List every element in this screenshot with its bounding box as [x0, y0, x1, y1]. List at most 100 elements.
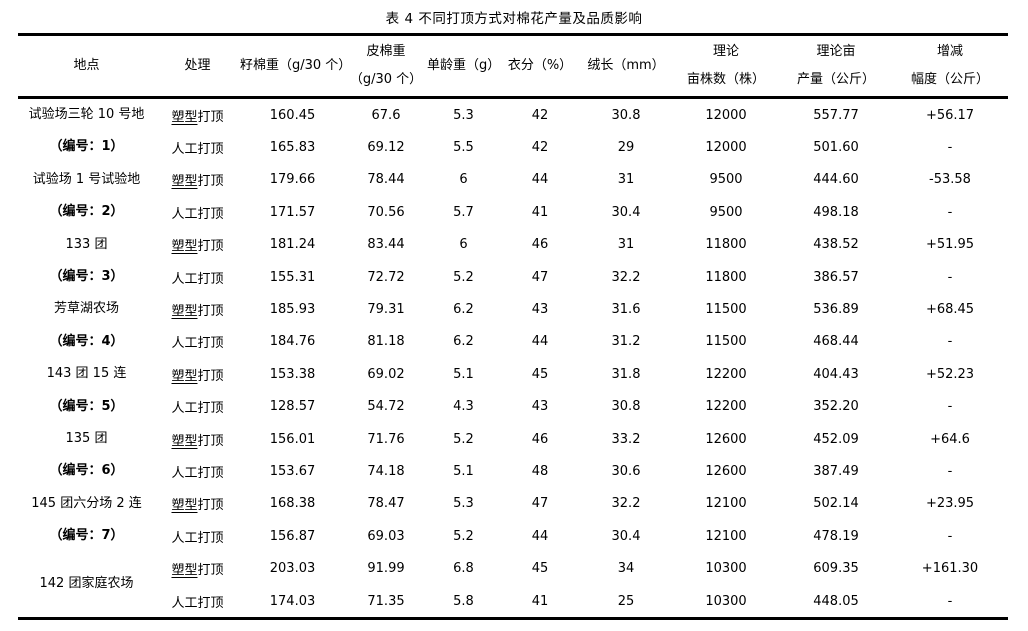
fiber-length-cell: 32.2: [611, 269, 641, 285]
lint-weight-cell: 54.72: [367, 399, 405, 415]
change-cell: -: [947, 463, 953, 479]
treatment-cell: 塑型打顶: [155, 358, 240, 390]
treatment-cell: 人工打顶: [171, 401, 224, 417]
col-plants-label-2: 亩株数（株）: [686, 72, 765, 87]
col-change: 增减 幅度（公斤）: [892, 35, 1008, 98]
table-row: 试验场三轮 10 号地 （编号：1） 塑型打顶 160.45 67.6 5.3 42 30.8…: [18, 98, 1008, 154]
lint-weight-cell: 71.35: [367, 593, 405, 609]
location-cell: 试验场三轮 10 号地 （编号：1）: [18, 98, 155, 164]
fiber-length-cell: 31.8: [611, 366, 641, 382]
location-cell: 试验场 1 号试验地 （编号：2）: [18, 164, 155, 229]
fiber-length-cell: 30.4: [611, 528, 641, 544]
yield-per-mu-cell: 387.49: [813, 463, 859, 479]
plants-per-mu-cell: 12100: [705, 496, 747, 512]
col-treatment-label: 处理: [184, 58, 211, 73]
lint-percent-cell: 44: [531, 334, 549, 350]
table-row: 人工打顶 153.67 74.18 5.1 48 30.6 12600 387.49 -: [18, 455, 1008, 487]
change-cell: +23.95: [925, 496, 975, 512]
treatment-cell: 人工打顶: [171, 336, 224, 352]
table-row: 试验场 1 号试验地 （编号：2） 塑型打顶 179.66 78.44 6 44 31 9500…: [18, 164, 1008, 219]
lint-percent-cell: 41: [531, 593, 549, 609]
yield-per-mu-cell: 386.57: [813, 269, 859, 285]
lint-weight-cell: 91.99: [367, 561, 405, 577]
boll-weight-cell: 6: [459, 172, 468, 188]
table-row: 135 团 （编号：6） 塑型打顶 156.01 71.76 5.2 46 33.2 12600…: [18, 423, 1008, 478]
lint-weight-cell: 79.31: [367, 302, 405, 318]
seed-cotton-weight-cell: 171.57: [269, 204, 316, 220]
seed-cotton-weight-cell: 155.31: [269, 269, 316, 285]
location-name: 芳草湖农场: [53, 301, 119, 317]
table-row: 人工打顶 155.31 72.72 5.2 47 32.2 11800 386.57 -: [18, 261, 1008, 293]
yield-per-mu-cell: 501.60: [813, 140, 859, 156]
location-cell: 143 团 15 连 （编号：5）: [18, 358, 155, 423]
lint-weight-cell: 74.18: [367, 463, 405, 479]
location-name: 142 团家庭农场: [39, 576, 134, 592]
col-yield-label-1: 理论亩: [816, 44, 856, 59]
boll-weight-cell: 5.8: [453, 593, 474, 609]
yield-per-mu-cell: 444.60: [813, 172, 859, 188]
fiber-length-cell: 30.4: [611, 204, 641, 220]
change-cell: -: [947, 593, 953, 609]
col-change-label-2: 幅度（公斤）: [910, 72, 989, 87]
location-name: 143 团 15 连: [46, 366, 127, 382]
lint-percent-cell: 43: [531, 399, 549, 415]
seed-cotton-weight-cell: 174.03: [269, 593, 316, 609]
location-cell: 145 团六分场 2 连 （编号：7）: [18, 488, 155, 553]
table-row: 人工打顶 165.83 69.12 5.5 42 29 12000 501.60 -: [18, 131, 1008, 163]
location-code: （编号：4）: [49, 333, 124, 349]
treatment-text: 打顶: [197, 174, 224, 190]
location-cell: 142 团家庭农场: [18, 552, 155, 618]
fiber-length-cell: 31.6: [611, 302, 641, 318]
treatment-underlined-text: 塑型: [171, 304, 198, 320]
fiber-length-cell: 30.8: [611, 107, 641, 123]
col-location: 地点: [18, 35, 155, 98]
change-cell: -: [947, 399, 953, 415]
change-cell: -: [947, 140, 953, 156]
lint-percent-cell: 43: [531, 302, 549, 318]
col-treatment: 处理: [155, 35, 240, 98]
location-code: （编号：5）: [49, 398, 124, 414]
treatment-cell: 塑型打顶: [155, 488, 240, 520]
yield-per-mu-cell: 609.35: [813, 561, 859, 577]
col-lint-weight-label-1: 皮棉重: [366, 44, 406, 59]
boll-weight-cell: 6: [459, 237, 468, 253]
yield-per-mu-cell: 468.44: [813, 334, 859, 350]
seed-cotton-weight-cell: 168.38: [269, 496, 316, 512]
boll-weight-cell: 5.3: [453, 107, 474, 123]
fiber-length-cell: 31: [617, 172, 635, 188]
plants-per-mu-cell: 11500: [705, 302, 747, 318]
change-cell: +52.23: [925, 366, 975, 382]
col-lint-weight-label-2: （g/30 个）: [349, 72, 423, 87]
col-lint-weight: 皮棉重 （g/30 个）: [345, 35, 427, 98]
lint-weight-cell: 67.6: [371, 107, 401, 123]
plants-per-mu-cell: 12200: [705, 399, 747, 415]
fiber-length-cell: 25: [617, 593, 635, 609]
table-header: 地点 处理 籽棉重（g/30 个） 皮棉重 （g/30 个） 单龄重（g） 衣分…: [18, 35, 1008, 98]
seed-cotton-weight-cell: 179.66: [269, 172, 316, 188]
treatment-cell: 人工打顶: [171, 206, 224, 222]
plants-per-mu-cell: 12000: [705, 140, 747, 156]
lint-percent-cell: 41: [531, 204, 549, 220]
table-row: 人工打顶 171.57 70.56 5.7 41 30.4 9500 498.18 -: [18, 196, 1008, 228]
lint-weight-cell: 70.56: [367, 204, 405, 220]
treatment-cell: 塑型打顶: [155, 98, 240, 132]
table-row: 142 团家庭农场 塑型打顶 203.03 91.99 6.8 45 34 10300 609.…: [18, 552, 1008, 591]
seed-cotton-weight-cell: 156.87: [269, 528, 316, 544]
lint-percent-cell: 47: [531, 496, 549, 512]
treatment-cell: 塑型打顶: [155, 164, 240, 196]
treatment-underlined-text: 塑型: [171, 109, 198, 125]
fiber-length-cell: 30.6: [611, 463, 641, 479]
location-code: （编号：7）: [49, 528, 124, 544]
plants-per-mu-cell: 9500: [709, 204, 743, 220]
yield-per-mu-cell: 438.52: [813, 237, 859, 253]
seed-cotton-weight-cell: 156.01: [269, 431, 316, 447]
location-code: （编号：6）: [49, 463, 124, 479]
seed-cotton-weight-cell: 160.45: [269, 107, 316, 123]
fiber-length-cell: 31.2: [611, 334, 641, 350]
seed-cotton-weight-cell: 184.76: [269, 334, 316, 350]
col-fiber-length-label: 绒长（mm）: [587, 58, 665, 73]
plants-per-mu-cell: 12600: [705, 431, 747, 447]
seed-cotton-weight-cell: 153.38: [269, 366, 316, 382]
col-plants: 理论 亩株数（株）: [672, 35, 780, 98]
